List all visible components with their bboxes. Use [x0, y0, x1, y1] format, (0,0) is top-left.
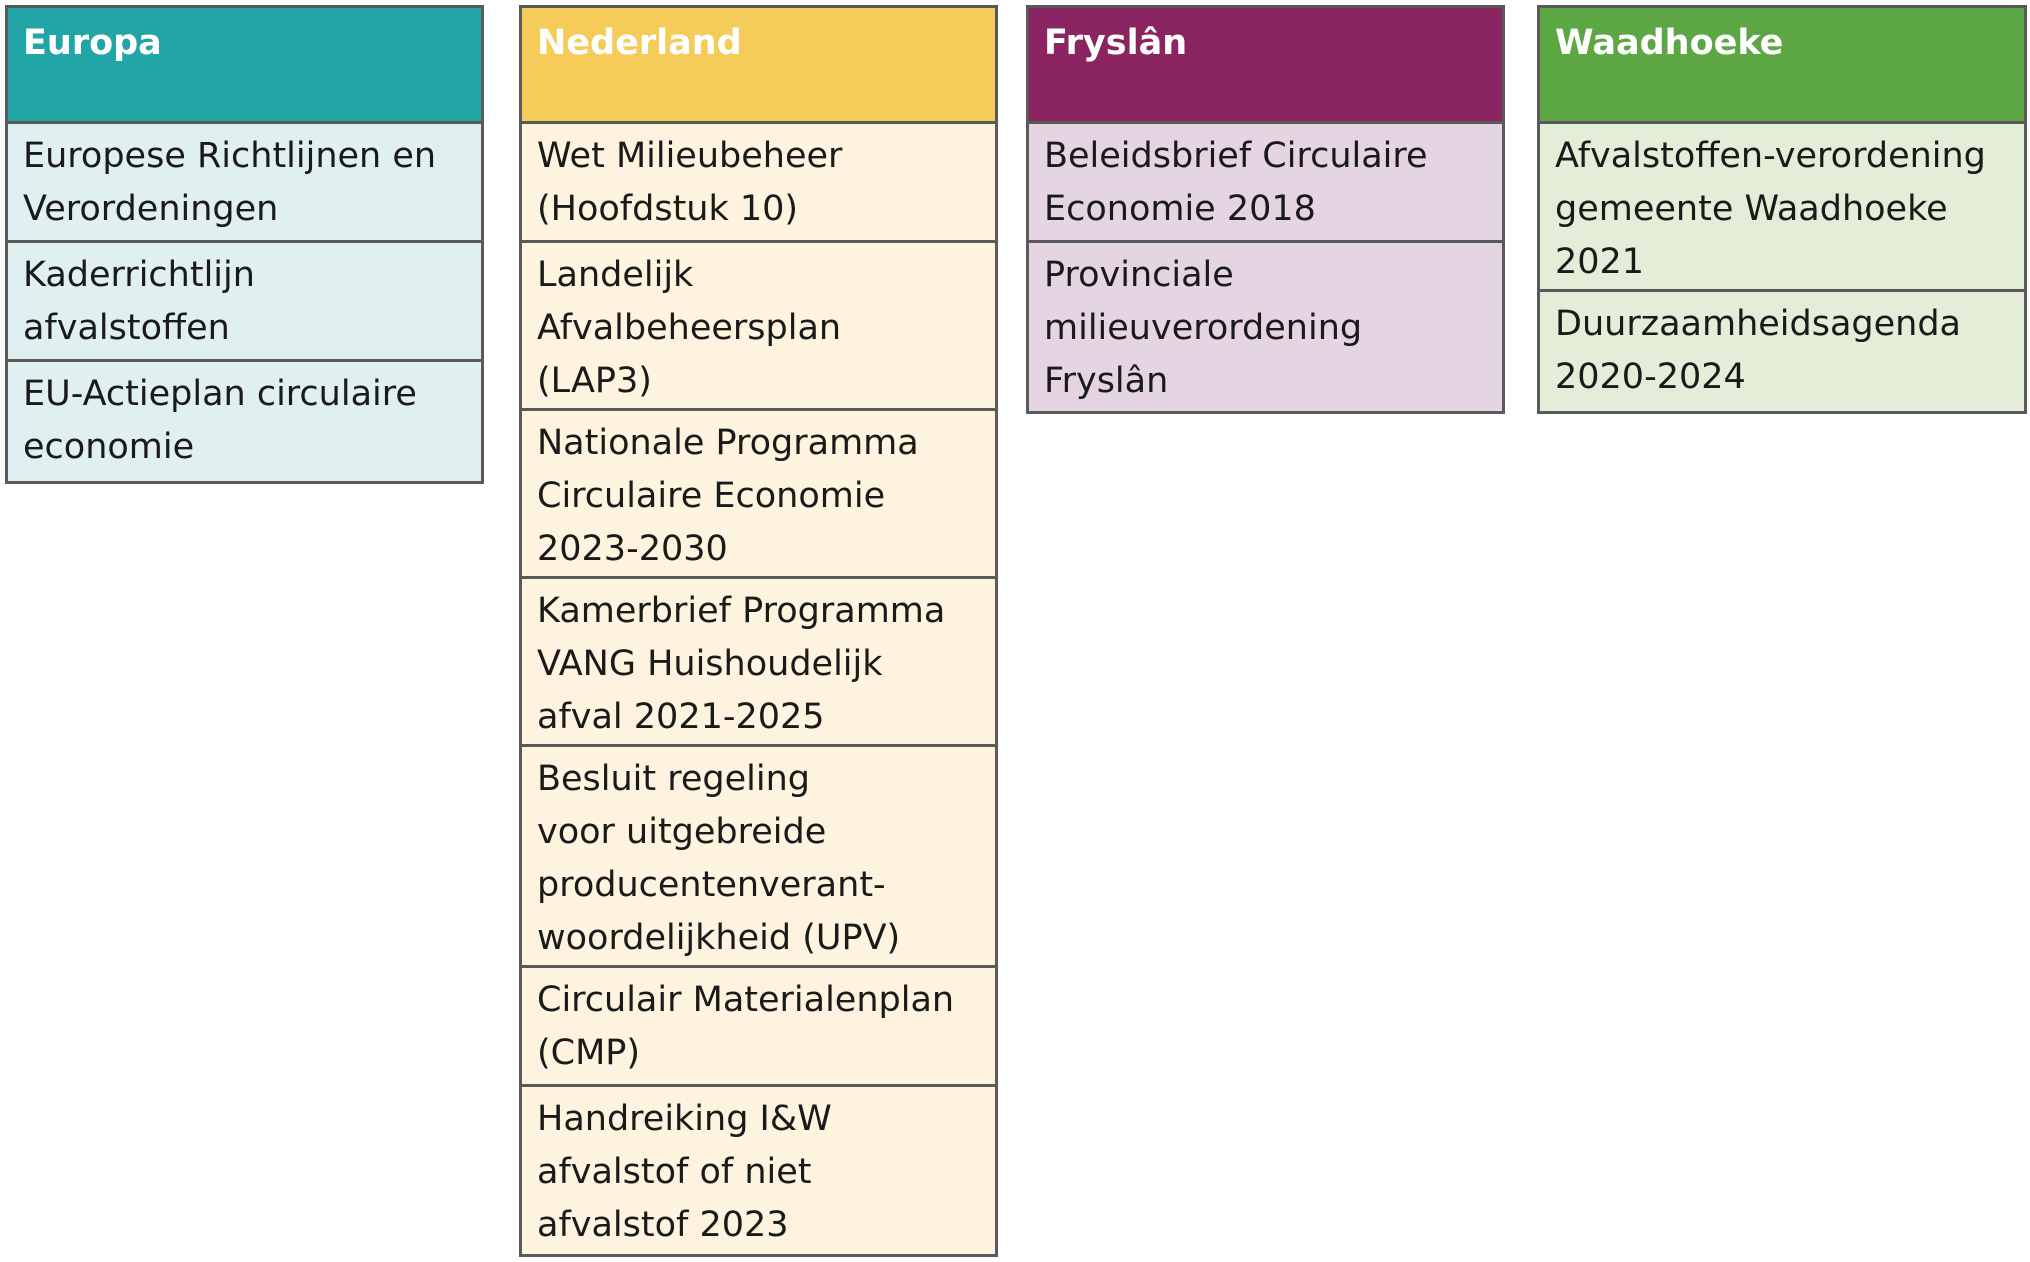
policy-item: Europese Richtlijnen en Verordeningen — [8, 124, 481, 243]
column-nederland: Nederland Wet Milieubeheer (Hoofdstuk 10… — [519, 5, 998, 1257]
policy-item: EU-Actieplan circulaire economie — [8, 362, 481, 481]
column-header-waadhoeke: Waadhoeke — [1540, 8, 2024, 124]
policy-item: Duurzaamheidsagenda 2020-2024 — [1540, 292, 2024, 411]
column-header-fryslan: Fryslân — [1029, 8, 1502, 124]
policy-item: Provinciale milieuverordening Fryslân — [1029, 243, 1502, 411]
policy-item: Handreiking I&W afvalstof of niet afvals… — [522, 1087, 995, 1254]
column-header-europa: Europa — [8, 8, 481, 124]
column-header-nederland: Nederland — [522, 8, 995, 124]
policy-item: Nationale Programma Circulaire Economie … — [522, 411, 995, 579]
policy-item: Besluit regeling voor uitgebreide produc… — [522, 747, 995, 968]
policy-item: Beleidsbrief Circulaire Economie 2018 — [1029, 124, 1502, 243]
policy-item: Wet Milieubeheer (Hoofdstuk 10) — [522, 124, 995, 243]
policy-item: Circulair Materialenplan (CMP) — [522, 968, 995, 1087]
policy-item: Afvalstoffen-verordening gemeente Waadho… — [1540, 124, 2024, 292]
policy-item: Kamerbrief Programma VANG Huishoudelijk … — [522, 579, 995, 747]
column-waadhoeke: Waadhoeke Afvalstoffen-verordening gemee… — [1537, 5, 2027, 414]
column-europa: Europa Europese Richtlijnen en Verordeni… — [5, 5, 484, 484]
policy-item: Landelijk Afvalbeheersplan (LAP3) — [522, 243, 995, 411]
policy-item: Kaderrichtlijn afvalstoffen — [8, 243, 481, 362]
column-fryslan: Fryslân Beleidsbrief Circulaire Economie… — [1026, 5, 1505, 414]
